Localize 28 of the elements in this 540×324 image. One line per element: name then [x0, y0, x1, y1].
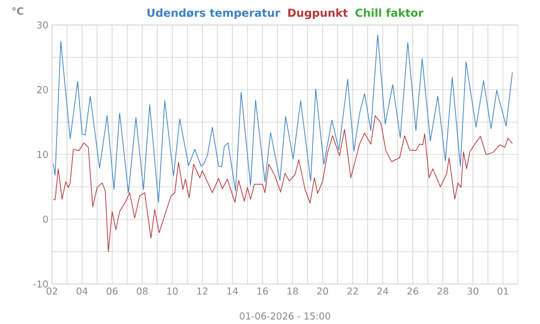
- x-tick-label: 14: [227, 288, 238, 294]
- text: Dugpunkt: [288, 8, 348, 20]
- y-tick-label: 0: [43, 216, 48, 223]
- x-axis-title: 01-06-2026 - 15:00: [240, 312, 330, 320]
- line-series: [52, 34, 513, 203]
- x-tick-label: 30: [468, 288, 478, 295]
- x-tick-label: 04: [76, 288, 88, 295]
- x-tick-label: 02: [46, 288, 58, 295]
- x-tick-label: 16: [257, 288, 268, 295]
- y-tick-label: 30: [37, 21, 48, 29]
- y-tick-label: 20: [37, 86, 48, 94]
- x-tick-label: 24: [377, 288, 388, 295]
- legend-label: Chill faktor: [355, 8, 424, 17]
- y-tick-label: 10: [37, 150, 48, 158]
- text: Udendørs temperatur: [148, 8, 280, 20]
- x-tick-label: 18: [288, 288, 298, 295]
- line-series: [52, 115, 513, 252]
- x-tick-label: 12: [197, 288, 208, 295]
- y-tick-label: -10: [33, 280, 48, 288]
- x-tick-label: 08: [136, 288, 148, 295]
- x-tick-label: 20: [317, 288, 328, 295]
- x-tick-label: 28: [438, 288, 448, 295]
- x-tick-label: 06: [106, 288, 118, 295]
- x-tick-label: 10: [167, 288, 178, 295]
- x-tick-label: 22: [347, 288, 358, 295]
- x-tick-label: 01: [498, 288, 508, 295]
- y-axis-title: °C: [12, 7, 24, 15]
- x-tick-label: 26: [407, 288, 418, 295]
